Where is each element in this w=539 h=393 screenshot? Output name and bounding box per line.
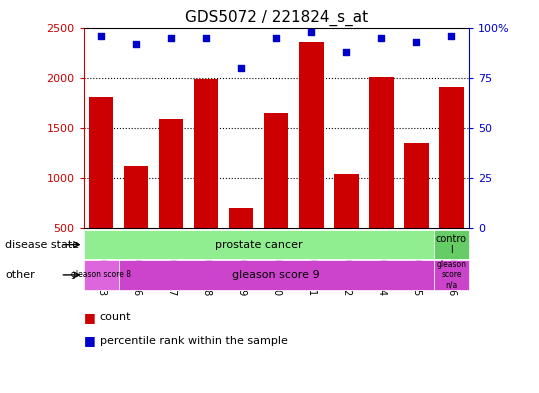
Text: prostate cancer: prostate cancer: [215, 240, 302, 250]
Point: [97, 32, 106, 39]
Point: [272, 35, 281, 41]
Text: percentile rank within the sample: percentile rank within the sample: [100, 336, 288, 346]
Bar: [229, 208, 253, 228]
Bar: [124, 166, 148, 228]
Bar: [299, 42, 323, 228]
Bar: [194, 79, 218, 228]
Text: gleason
score
n/a: gleason score n/a: [437, 260, 466, 290]
Text: gleason score 8: gleason score 8: [71, 270, 131, 279]
Bar: [334, 174, 358, 228]
Bar: [89, 97, 113, 228]
Bar: [264, 113, 288, 228]
Point: [412, 39, 421, 45]
Text: ■: ■: [84, 334, 95, 347]
Bar: [439, 86, 464, 228]
Bar: [84, 260, 119, 290]
Text: count: count: [100, 312, 131, 322]
Text: gleason score 9: gleason score 9: [232, 270, 320, 280]
Point: [237, 64, 246, 71]
Bar: [404, 143, 429, 228]
Text: ■: ■: [84, 310, 95, 324]
Bar: [434, 260, 469, 290]
Text: contro
l: contro l: [436, 234, 467, 255]
Point: [342, 48, 351, 55]
Point: [307, 28, 316, 35]
Point: [132, 40, 140, 47]
Point: [377, 35, 386, 41]
Bar: [434, 230, 469, 259]
Bar: [159, 119, 183, 228]
Text: disease state: disease state: [5, 240, 80, 250]
Text: other: other: [5, 270, 35, 280]
Bar: [119, 260, 434, 290]
Point: [167, 35, 176, 41]
Point: [202, 35, 211, 41]
Title: GDS5072 / 221824_s_at: GDS5072 / 221824_s_at: [185, 10, 368, 26]
Bar: [369, 77, 393, 228]
Point: [447, 32, 456, 39]
